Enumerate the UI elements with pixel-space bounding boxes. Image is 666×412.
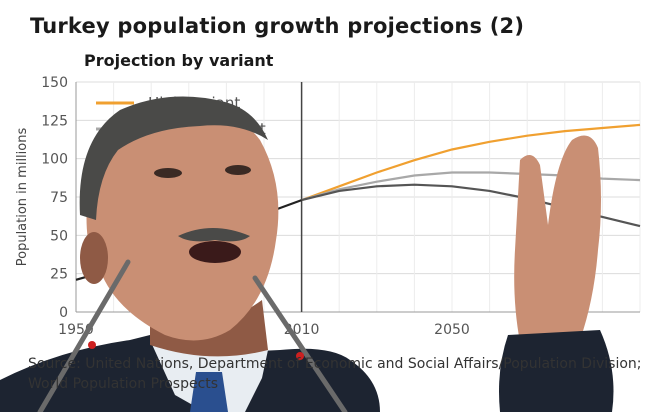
speaker-tie [190,372,228,412]
y-tick-label: 150 [41,75,68,91]
microphone-right-tip [296,352,304,360]
series-line [301,123,641,202]
speaker-hair [79,96,269,220]
y-tick-label: 125 [41,113,68,129]
chart-subtitle: Projection by variant [84,51,274,70]
source-note-continued: World Population Prospects [28,376,219,392]
microphone-left-tip [88,341,96,349]
speaker-ear [80,232,108,284]
source-note: Source: United Nations, Department of Ec… [28,356,642,372]
speaker-eye-right [225,165,251,175]
y-tick-label: 25 [50,267,68,283]
speaker-moustache [178,228,250,242]
speaker-eye-left [154,168,182,178]
page-title: Turkey population growth projections (2) [30,14,525,38]
y-tick-label: 0 [59,305,68,321]
speaker-head [86,103,279,341]
speaker-hand [514,135,601,342]
y-tick-label: 50 [50,228,68,244]
speaker-mouth [189,241,241,263]
microphone-left [37,259,131,412]
y-axis-label: Population in millions [15,128,30,267]
microphone-right [252,275,348,412]
y-tick-label: 100 [41,152,68,168]
speaker-sleeve [499,330,614,412]
y-tick-label: 75 [50,190,68,206]
x-tick-label: 2050 [434,322,470,338]
